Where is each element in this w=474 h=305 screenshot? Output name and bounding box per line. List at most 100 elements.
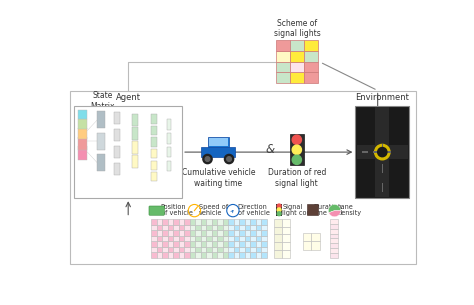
Text: Duration of red
signal light: Duration of red signal light [268,168,326,188]
Bar [274,235,282,242]
Text: Signal
light code: Signal light code [282,204,315,216]
Bar [290,135,304,165]
Bar [303,233,311,242]
Bar [201,246,206,252]
Bar [250,241,256,246]
Bar [330,224,337,229]
Bar [234,230,239,235]
Bar [206,219,212,224]
Bar [234,235,239,241]
Circle shape [277,204,281,208]
Bar [245,224,250,230]
Bar [250,252,256,258]
Bar [261,235,267,241]
Circle shape [225,154,234,164]
Bar [276,62,290,72]
Bar [274,242,282,250]
Bar [276,204,282,216]
Bar [250,246,256,252]
Bar [239,219,245,224]
Bar [151,126,157,135]
Bar [261,219,267,224]
Bar [151,235,157,241]
Circle shape [292,145,301,154]
Bar [162,252,168,258]
Bar [168,219,173,224]
Text: Environment: Environment [356,93,409,102]
Bar [311,242,320,250]
Bar [190,246,195,252]
Bar [212,224,217,230]
Wedge shape [329,211,341,217]
Bar [261,252,267,258]
Bar [304,62,319,72]
Text: Duration
time: Duration time [313,204,341,216]
Bar [74,106,182,198]
Bar [206,246,212,252]
Bar [173,219,179,224]
Bar [206,252,212,258]
Bar [234,252,239,258]
Bar [151,219,157,224]
Bar [256,241,261,246]
Bar [330,234,337,238]
Bar [256,219,261,224]
Bar [195,219,201,224]
Bar [330,238,337,243]
Bar [201,219,206,224]
Bar [217,230,223,235]
Bar [179,235,184,241]
Bar [151,252,157,258]
Bar [239,230,245,235]
Bar [239,246,245,252]
Bar [223,246,228,252]
Bar [234,246,239,252]
Bar [162,219,168,224]
Bar [201,241,206,246]
Bar [195,230,201,235]
Text: State
Matrix: State Matrix [91,91,115,111]
Bar [114,163,120,175]
Text: Lane
density: Lane density [337,204,362,216]
Bar [151,246,157,252]
Bar [282,227,290,235]
Bar [201,230,206,235]
Bar [190,241,195,246]
Bar [228,241,234,246]
Bar [228,224,234,230]
Bar [157,235,162,241]
Bar [114,146,120,158]
Bar [157,219,162,224]
Bar [190,230,195,235]
Bar [190,219,195,224]
Bar [179,219,184,224]
Bar [276,41,290,51]
Bar [97,133,105,150]
Bar [330,243,337,248]
Bar [195,252,201,258]
Bar [223,219,228,224]
Bar [195,241,201,246]
Bar [212,235,217,241]
Bar [382,164,383,173]
Bar [373,151,379,153]
Bar [256,252,261,258]
Bar [239,252,245,258]
Bar [78,128,87,139]
Bar [330,229,337,234]
Bar [282,219,290,227]
Bar [162,235,168,241]
Bar [212,241,217,246]
Bar [250,219,256,224]
Bar [228,252,234,258]
Bar [250,224,256,230]
Bar [167,119,171,130]
Bar [132,155,138,167]
Bar [168,235,173,241]
Bar [173,241,179,246]
Bar [162,224,168,230]
Bar [167,160,171,171]
Bar [223,235,228,241]
Bar [157,224,162,230]
Text: &: & [265,143,274,156]
